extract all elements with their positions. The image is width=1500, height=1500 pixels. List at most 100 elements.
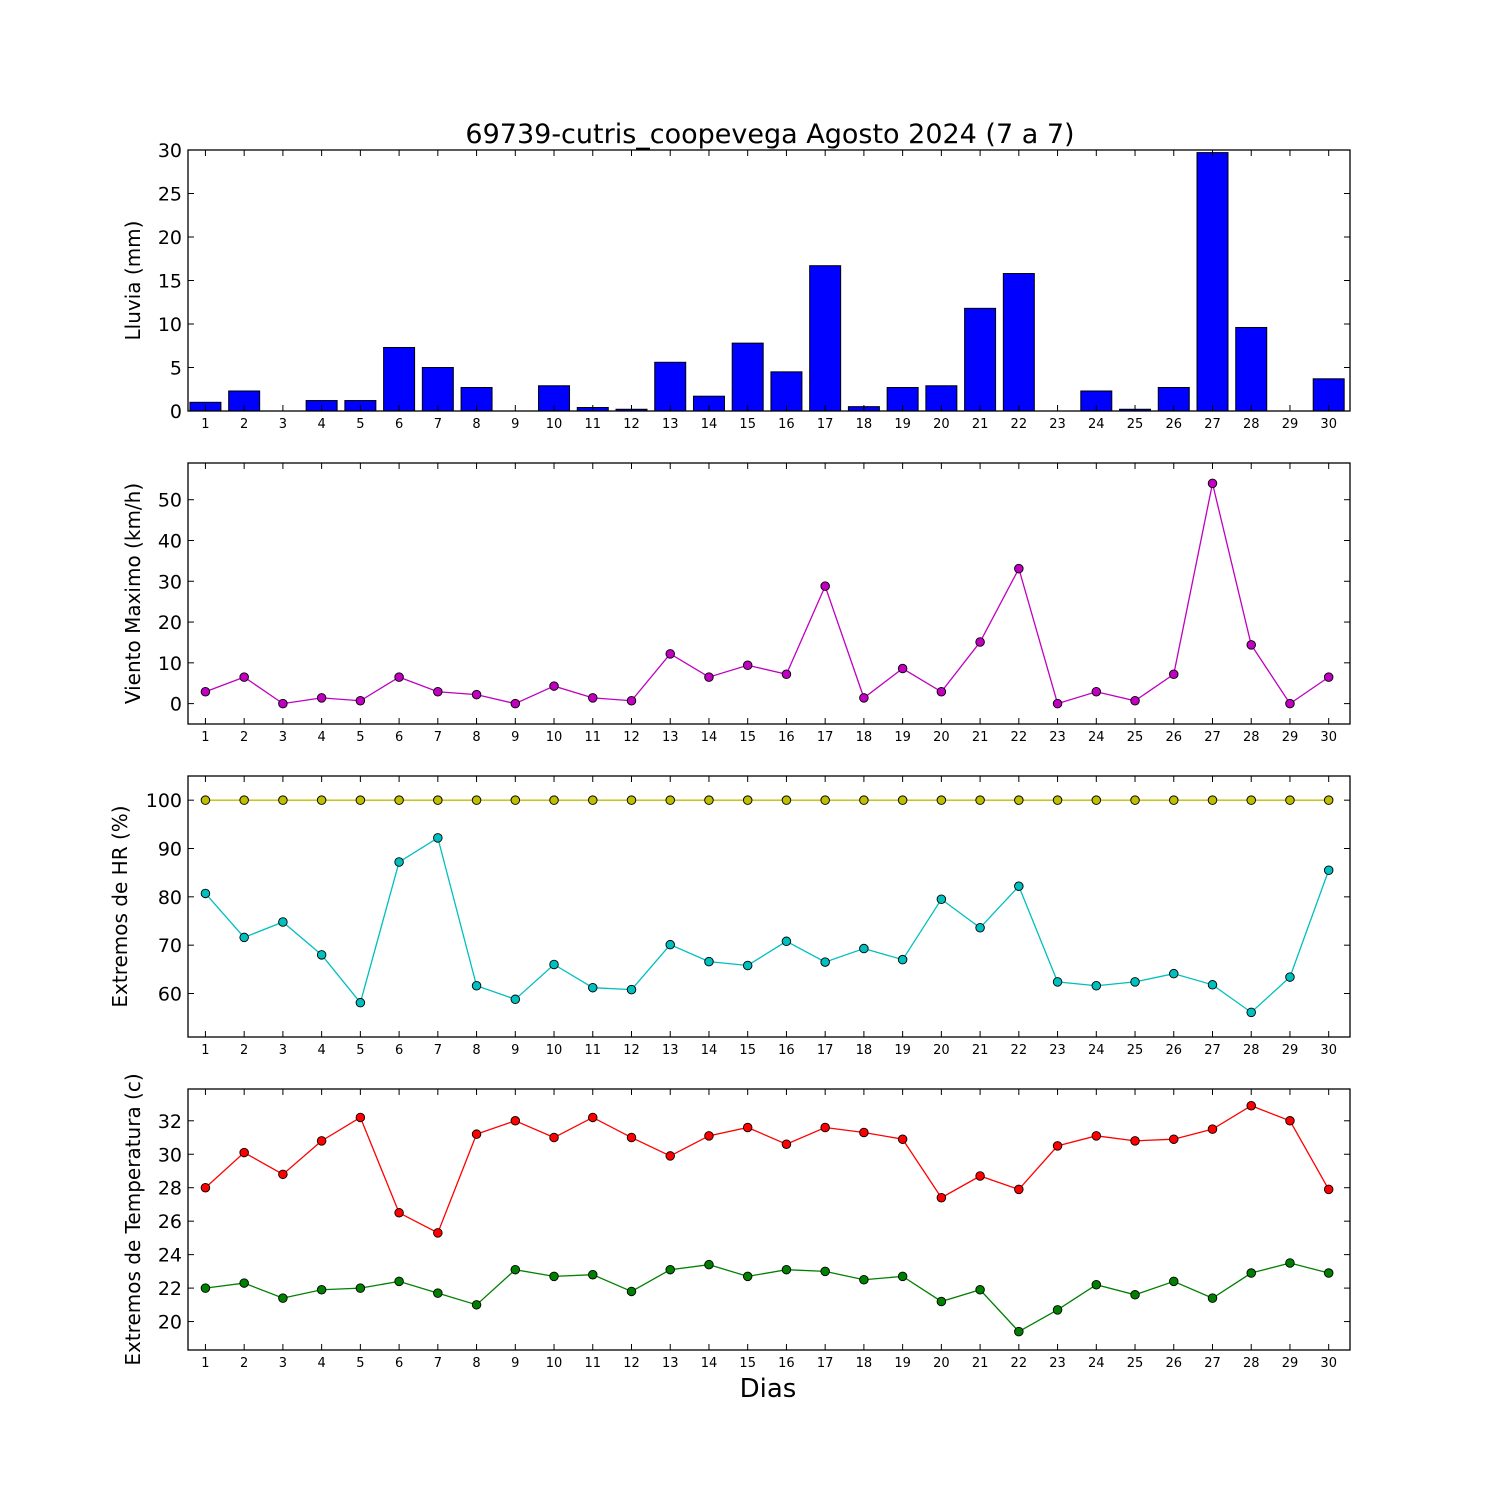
xtick-label: 23 (1049, 1043, 1066, 1058)
series-1-point-day-3 (278, 698, 288, 709)
xtick-label: 27 (1204, 1356, 1221, 1371)
xtick-label: 25 (1127, 1043, 1144, 1058)
xtick-label: 11 (584, 1356, 601, 1371)
xtick-label: 16 (778, 417, 795, 432)
series-1-point-day-20 (936, 687, 947, 697)
series-2-point-day-11 (588, 1269, 598, 1280)
series-1-point-day-18 (859, 693, 869, 703)
xtick-label: 6 (395, 1043, 403, 1058)
xtick-label: 26 (1165, 1043, 1182, 1058)
series-1-point-day-1 (200, 687, 211, 697)
xtick-label: 18 (856, 1356, 873, 1371)
xtick-label: 9 (511, 730, 519, 745)
series-2-point-day-26 (1169, 968, 1179, 979)
xtick-label: 22 (1011, 1043, 1028, 1058)
series-1-point-day-21 (975, 795, 985, 805)
series-1-point-day-29 (1285, 795, 1295, 805)
series-1-point-day-2 (239, 1147, 249, 1158)
ytick-label: 20 (158, 227, 182, 249)
series-1-point-day-24 (1091, 795, 1102, 805)
series-2-point-day-28 (1246, 1007, 1256, 1018)
series-1-point-day-13 (665, 649, 675, 659)
series-2-point-day-3 (278, 1293, 288, 1303)
xtick-label: 29 (1282, 1043, 1299, 1058)
series-1-point-day-16 (781, 669, 792, 679)
series-1-point-day-16 (781, 1139, 792, 1149)
series-1-point-day-3 (278, 795, 288, 805)
series-2-point-day-24 (1091, 1279, 1102, 1290)
series-2-point-day-12 (626, 1286, 637, 1297)
series-1-point-day-27 (1207, 478, 1218, 489)
series-1-point-day-25 (1130, 696, 1140, 706)
series-2-point-day-5 (355, 1283, 366, 1293)
series-2-point-day-7 (433, 1288, 443, 1298)
y-axis-label: Viento Maximo (km/h) (121, 483, 145, 704)
series-1-point-day-11 (588, 1112, 598, 1123)
xtick-label: 13 (662, 730, 679, 745)
series-1-point-day-5 (355, 1112, 366, 1123)
xtick-label: 7 (434, 1043, 442, 1058)
series-1-point-day-28 (1246, 1100, 1256, 1111)
bar-day-22 (1002, 273, 1035, 412)
xtick-label: 11 (584, 730, 601, 745)
series-1-point-day-16 (781, 795, 792, 805)
xtick-label: 22 (1011, 1356, 1028, 1371)
series-1-point-day-23 (1052, 698, 1063, 709)
series-1-point-day-4 (316, 1136, 327, 1146)
series-1-point-day-8 (471, 1129, 482, 1139)
xtick-label: 29 (1282, 1356, 1299, 1371)
xtick-label: 10 (546, 730, 563, 745)
series-1-point-day-2 (239, 672, 249, 682)
xtick-label: 15 (739, 730, 756, 745)
series-2-point-day-2 (239, 1278, 249, 1288)
bar-day-13 (654, 361, 687, 412)
xtick-label: 5 (356, 730, 364, 745)
xtick-label: 25 (1127, 1356, 1144, 1371)
xtick-label: 30 (1320, 417, 1337, 432)
series-1-point-day-17 (820, 581, 830, 591)
xtick-label: 7 (434, 417, 442, 432)
series-1-point-day-22 (1014, 795, 1024, 805)
series-2-point-day-25 (1130, 977, 1140, 987)
xtick-label: 19 (894, 1356, 911, 1371)
series-2-point-day-24 (1091, 981, 1102, 991)
xtick-label: 14 (701, 1043, 718, 1058)
series-1-point-day-11 (588, 795, 598, 805)
plot-frame (187, 775, 1351, 1038)
series-2-point-day-27 (1207, 980, 1218, 990)
series-2-point-day-6 (394, 857, 404, 867)
series-2-point-day-8 (471, 1300, 482, 1310)
xtick-label: 3 (279, 730, 287, 745)
bar-day-7 (421, 367, 454, 412)
series-1-point-day-12 (626, 696, 637, 706)
series-1-point-day-5 (355, 795, 366, 805)
xtick-label: 27 (1204, 417, 1221, 432)
series-2-point-day-8 (471, 981, 482, 991)
chart-title: 69739-cutris_coopevega Agosto 2024 (7 a … (465, 119, 1074, 150)
ytick-label: 100 (146, 790, 182, 812)
xtick-label: 14 (701, 730, 718, 745)
ytick-label: 10 (158, 653, 182, 675)
xtick-label: 24 (1088, 417, 1105, 432)
y-axis-label: Extremos de Temperatura (c) (121, 1073, 145, 1365)
series-line-1 (205, 483, 1330, 705)
series-2-point-day-20 (936, 894, 947, 905)
xtick-label: 17 (817, 417, 834, 432)
series-1-point-day-5 (355, 696, 366, 706)
ytick-label: 20 (158, 1312, 182, 1334)
series-1-point-day-8 (471, 795, 482, 805)
xtick-label: 3 (279, 1356, 287, 1371)
bar-day-28 (1235, 326, 1268, 412)
series-2-point-day-12 (626, 984, 637, 995)
series-1-point-day-26 (1169, 1134, 1179, 1144)
xtick-label: 22 (1011, 417, 1028, 432)
xtick-label: 27 (1204, 730, 1221, 745)
ytick-label: 70 (158, 935, 182, 957)
series-1-point-day-30 (1323, 795, 1334, 805)
series-1-point-day-15 (742, 1122, 753, 1133)
series-1-point-day-10 (549, 1132, 559, 1143)
xtick-label: 30 (1320, 1043, 1337, 1058)
series-1-point-day-9 (510, 1116, 521, 1126)
xtick-label: 4 (317, 730, 325, 745)
xtick-label: 1 (201, 730, 209, 745)
